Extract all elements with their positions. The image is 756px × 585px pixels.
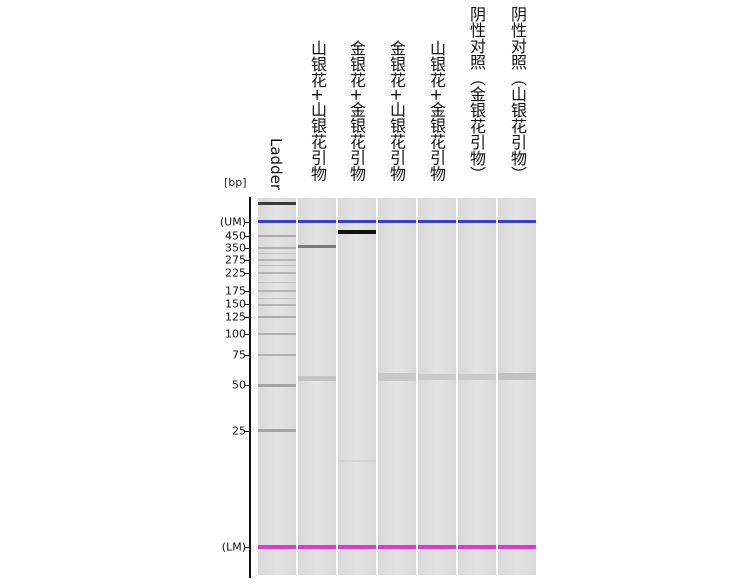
lower-marker-band (258, 545, 296, 549)
upper-marker-band (378, 220, 416, 223)
size-tick (245, 431, 250, 432)
sample-band-faint (378, 373, 416, 381)
sample-band-faint (338, 460, 376, 462)
size-label-150: 150 (225, 297, 246, 311)
size-label-175: 175 (225, 284, 246, 298)
size-tick (245, 273, 250, 274)
ladder-band (258, 235, 296, 237)
lower-marker-band (338, 545, 376, 549)
ladder-band (258, 384, 296, 387)
sample-band-faint (298, 376, 336, 381)
size-tick (245, 317, 250, 318)
upper-marker-band (458, 220, 496, 223)
well-band (258, 202, 296, 205)
sample-band-faint (458, 374, 496, 380)
lower-marker-band (378, 545, 416, 549)
size-tick (245, 385, 250, 386)
lower-marker-band (458, 545, 496, 549)
ladder-band (258, 304, 296, 306)
upper-marker-label: (UM) (219, 215, 246, 229)
ladder-band (258, 259, 296, 261)
gel-lane-5 (418, 198, 456, 575)
size-tick (245, 304, 250, 305)
size-label-25: 25 (232, 424, 246, 438)
ladder-band (258, 333, 296, 335)
size-tick (245, 291, 250, 292)
upper-marker-band (298, 220, 336, 223)
lane-label-7: 阴性对照（山银花引物） (508, 6, 527, 182)
gel-lane-ladder (258, 198, 296, 575)
lane-label-5: 山银花+金银花引物 (427, 40, 446, 182)
size-tick (245, 260, 250, 261)
ladder-band (258, 247, 296, 249)
upper-marker-tick (245, 222, 250, 223)
size-axis (249, 197, 251, 578)
size-label-50: 50 (232, 378, 246, 392)
lower-marker-band (498, 545, 536, 549)
gel-lane-3 (338, 198, 376, 575)
lower-marker-band (418, 545, 456, 549)
ladder-band (258, 354, 296, 356)
gel-lane-4 (378, 198, 416, 575)
gel-lane-6 (458, 198, 496, 575)
ladder-band (258, 265, 296, 266)
size-label-225: 225 (225, 266, 246, 280)
lower-marker-tick (245, 547, 250, 548)
size-label-350: 350 (225, 241, 246, 255)
lower-marker-label: (LM) (221, 540, 246, 554)
size-label-275: 275 (225, 253, 246, 267)
gel-lane-2 (298, 198, 336, 575)
sample-band (338, 230, 376, 234)
size-label-75: 75 (232, 348, 246, 362)
size-label-100: 100 (225, 327, 246, 341)
upper-marker-band (418, 220, 456, 223)
sample-band-faint (498, 373, 536, 380)
size-tick (245, 334, 250, 335)
ladder-band (258, 290, 296, 292)
upper-marker-band (338, 220, 376, 223)
size-label-125: 125 (225, 310, 246, 324)
ladder-band (258, 253, 296, 254)
upper-marker-band (258, 220, 296, 223)
ladder-band (258, 272, 296, 274)
size-tick (245, 355, 250, 356)
lane-label-ladder: Ladder (267, 138, 285, 190)
size-label-450: 450 (225, 229, 246, 243)
unit-label: [bp] (224, 176, 247, 189)
sample-band-faint (418, 374, 456, 380)
ladder-band (258, 298, 296, 299)
ladder-band (258, 282, 296, 283)
size-tick (245, 248, 250, 249)
upper-marker-band (498, 220, 536, 223)
lane-label-6: 阴性对照（金银花引物） (467, 6, 486, 182)
gel-lane-7 (498, 198, 536, 575)
size-tick (245, 236, 250, 237)
lane-label-4: 金银花+山银花引物 (387, 40, 406, 182)
sample-band (298, 245, 336, 248)
ladder-band (258, 316, 296, 318)
lane-label-3: 金银花+金银花引物 (347, 40, 366, 182)
ladder-band (258, 429, 296, 432)
lane-label-2: 山银花+山银花引物 (308, 40, 327, 182)
lower-marker-band (298, 545, 336, 549)
